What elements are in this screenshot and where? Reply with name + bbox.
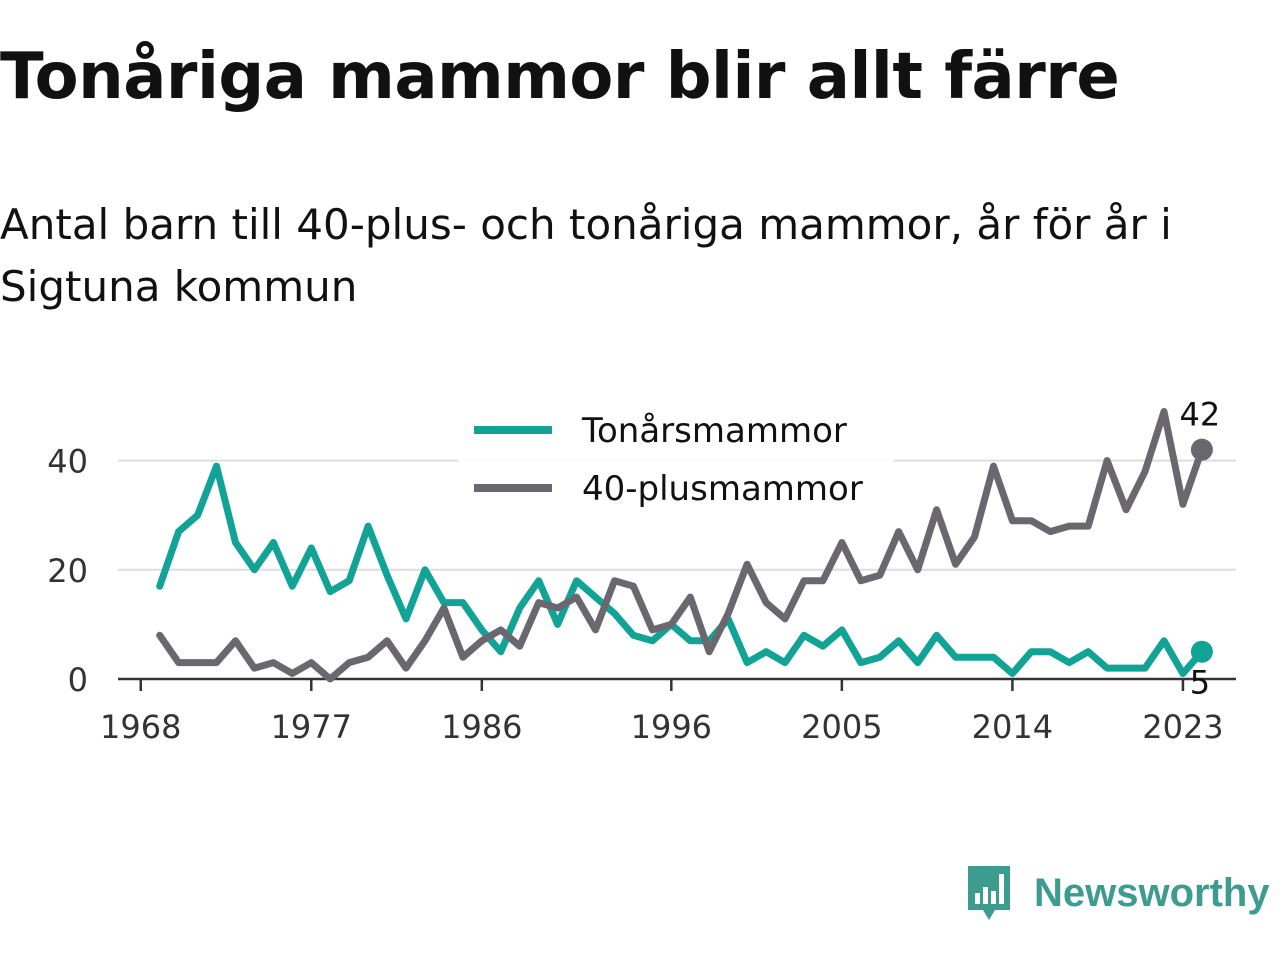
- end-value-label: 42: [1180, 396, 1221, 434]
- x-tick-label: 2023: [1142, 708, 1223, 746]
- series-line: [156, 408, 1206, 683]
- x-tick-label: 1977: [271, 708, 352, 746]
- series-lines: [156, 408, 1206, 683]
- x-tick-label: 2005: [801, 708, 882, 746]
- x-tick-label: 1986: [441, 708, 522, 746]
- y-tick-label: 0: [68, 661, 88, 699]
- series-line: [156, 462, 1206, 677]
- x-tick-label: 2014: [972, 708, 1053, 746]
- end-value-label: 5: [1190, 664, 1210, 702]
- bar-chart-speech-bubble-icon: [968, 866, 1010, 920]
- legend-label: 40-plusmammor: [582, 469, 863, 509]
- newsworthy-logo: Newsworthy: [964, 862, 1270, 924]
- y-tick-label: 20: [47, 552, 88, 590]
- end-labels: 5 42: [1180, 396, 1221, 702]
- legend: Tonårsmammor 40-plusmammor: [458, 406, 894, 518]
- chart-subtitle: Antal barn till 40-plus- och tonåriga ma…: [0, 200, 1172, 311]
- y-tick-label: 40: [47, 443, 88, 481]
- y-axis-ticks: 0 20 40: [47, 443, 88, 699]
- x-tick-label: 1968: [100, 708, 181, 746]
- legend-label: Tonårsmammor: [581, 411, 847, 451]
- end-marker: [1190, 438, 1213, 461]
- end-marker: [1190, 640, 1213, 663]
- legend-background: [458, 406, 894, 518]
- chart-title: Tonåriga mammor blir allt färre: [0, 40, 1120, 114]
- x-axis: 1968 1977 1986 1996 2005 2014 2023: [100, 677, 1236, 746]
- brand-name: Newsworthy: [1034, 870, 1270, 915]
- x-tick-label: 1996: [631, 708, 712, 746]
